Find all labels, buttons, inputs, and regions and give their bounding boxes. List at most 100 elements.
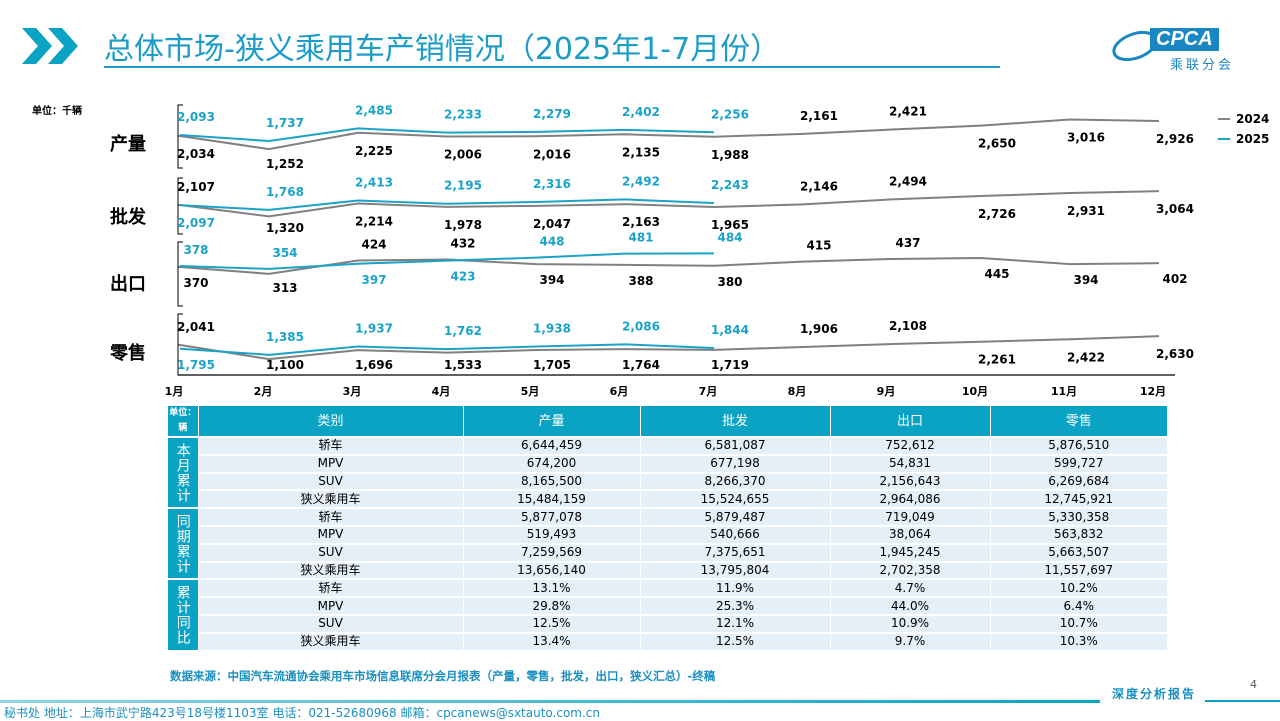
col-header: 批发 — [640, 406, 831, 438]
data-label: 354 — [272, 246, 297, 260]
data-label: 378 — [183, 243, 208, 257]
x-tick-label: 5月 — [521, 385, 540, 398]
line-chart: 1月 2月 3月 4月 5月 6月 7月 8月 9月 10月 11月 12月 2,034 1,252 2,2… — [165, 103, 1194, 398]
panel-label-wholesale: 批发 — [110, 207, 146, 228]
series-line-2024 — [179, 256, 1160, 275]
data-label: 2,726 — [978, 207, 1016, 221]
table-cell: 752,612 — [830, 437, 991, 456]
data-label: 1,978 — [444, 218, 482, 232]
table-cell: 6,581,087 — [640, 437, 831, 456]
col-header: 类别 — [198, 406, 464, 438]
data-label: 1,320 — [266, 221, 304, 235]
row-category: 狭义乘用车 — [198, 490, 464, 510]
table-cell: 719,049 — [830, 508, 991, 527]
cpca-logo: CPCA 乘联分会 — [1110, 24, 1260, 74]
table-cell: 44.0% — [830, 597, 991, 616]
data-label: 1,696 — [355, 358, 393, 372]
row-category: MPV — [198, 597, 464, 616]
data-label: 2,225 — [355, 144, 393, 158]
table-cell: 10.3% — [990, 632, 1168, 652]
data-label: 481 — [628, 231, 653, 245]
row-category: SUV — [198, 472, 464, 492]
data-label: 397 — [361, 273, 386, 287]
data-label: 1,768 — [266, 185, 304, 199]
x-tick-label: 6月 — [610, 385, 629, 398]
data-label: 1,719 — [711, 358, 749, 372]
data-label: 1,988 — [711, 148, 749, 162]
col-header: 产量 — [463, 406, 641, 438]
table-cell: 563,832 — [990, 525, 1168, 545]
data-label: 1,938 — [533, 322, 571, 336]
table-cell: 13.4% — [463, 632, 641, 652]
data-label: 2,494 — [889, 174, 927, 188]
data-label: 388 — [628, 274, 653, 288]
data-label: 2,195 — [444, 179, 482, 193]
data-label: 2,421 — [889, 104, 927, 118]
table-cell: 5,879,487 — [640, 508, 831, 527]
table-cell: 4.7% — [830, 579, 991, 599]
data-label: 2,086 — [622, 319, 660, 333]
table-row: 狭义乘用车 13.4% 12.5% 9.7% 10.3% — [168, 632, 1168, 652]
data-label: 2,135 — [622, 145, 660, 159]
legend-item-2025: 2025 — [1218, 129, 1269, 149]
data-label: 1,762 — [444, 324, 482, 338]
table-row: 同期累计 轿车 5,877,078 5,879,487 719,049 5,330,358 — [168, 508, 1168, 581]
table-row: 狭义乘用车 13,656,140 13,795,804 2,702,358 11,557… — [168, 561, 1168, 581]
data-label: 1,252 — [266, 157, 304, 171]
x-tick-label: 7月 — [699, 385, 718, 398]
table-cell: 9.7% — [830, 632, 991, 652]
table-cell: 2,964,086 — [830, 490, 991, 510]
data-label: 2,650 — [978, 137, 1016, 151]
table-cell: 15,484,159 — [463, 490, 641, 510]
footer-address: 秘书处 地址：上海市武宁路423号18号楼1103室 电话：021-526809… — [4, 706, 601, 720]
footer-divider — [0, 700, 1100, 703]
data-label: 2,422 — [1067, 350, 1105, 364]
table-row: SUV 7,259,569 7,375,651 1,945,245 5,663,507 — [168, 543, 1168, 563]
x-tick-label: 11月 — [1051, 385, 1077, 398]
x-tick-label: 1月 — [165, 385, 184, 398]
data-label: 2,316 — [533, 177, 571, 191]
data-label: 2,108 — [889, 319, 927, 333]
x-tick-label: 4月 — [432, 385, 451, 398]
series-line-2024 — [179, 118, 1160, 151]
data-label: 394 — [539, 273, 564, 287]
x-tick-label: 9月 — [877, 385, 896, 398]
table-cell: 5,663,507 — [990, 543, 1168, 563]
data-label: 2,413 — [355, 176, 393, 190]
data-label: 1,533 — [444, 358, 482, 372]
table-cell: 1,945,245 — [830, 543, 991, 563]
chart-unit: 单位：千辆 — [32, 106, 82, 117]
row-group-label: 累计同比 — [168, 579, 199, 652]
panel-label-production: 产量 — [110, 134, 146, 155]
panel-label-retail: 零售 — [110, 343, 146, 364]
col-header: 出口 — [830, 406, 991, 438]
data-label: 448 — [539, 235, 564, 249]
table-cell: 8,165,500 — [463, 472, 641, 492]
summary-table: 单位：辆 类别 产量 批发 出口 零售 本月累计 轿车 6,644,459 6,581… — [168, 406, 1168, 652]
data-label: 424 — [361, 238, 386, 252]
table-cell: 2,156,643 — [830, 472, 991, 492]
col-header: 零售 — [990, 406, 1168, 438]
data-label: 2,630 — [1156, 347, 1194, 361]
table-cell: 12,745,921 — [990, 490, 1168, 510]
table-cell: 10.9% — [830, 614, 991, 634]
table-cell: 674,200 — [463, 454, 641, 474]
data-label: 423 — [450, 270, 475, 284]
table-cell: 13,795,804 — [640, 561, 831, 581]
table-cell: 29.8% — [463, 597, 641, 616]
data-label: 2,402 — [622, 105, 660, 119]
data-label: 1,937 — [355, 322, 393, 336]
row-category: SUV — [198, 543, 464, 563]
row-group-label: 同期累计 — [168, 508, 199, 581]
table-cell: 15,524,655 — [640, 490, 831, 510]
table-unit: 单位：辆 — [168, 406, 199, 438]
data-label: 2,233 — [444, 108, 482, 122]
table-cell: 6,269,684 — [990, 472, 1168, 492]
table-cell: 540,666 — [640, 525, 831, 545]
data-label: 394 — [1073, 273, 1098, 287]
legend-item-2024: 2024 — [1218, 109, 1269, 129]
table-cell: 8,266,370 — [640, 472, 831, 492]
row-category: 轿车 — [198, 437, 464, 456]
table-cell: 12.5% — [463, 614, 641, 634]
data-label: 2,107 — [177, 180, 215, 194]
